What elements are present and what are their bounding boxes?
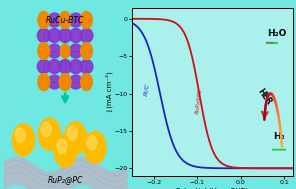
Ellipse shape [69,13,82,27]
Circle shape [67,126,77,140]
Circle shape [57,139,67,154]
Circle shape [41,122,51,137]
Ellipse shape [59,29,72,43]
Circle shape [81,43,92,60]
Circle shape [38,74,50,91]
Circle shape [84,131,106,163]
Text: Pt/C: Pt/C [144,83,150,96]
Ellipse shape [48,75,61,89]
Text: RuCu-BTC: RuCu-BTC [46,16,84,25]
Text: RuP₂@PC: RuP₂@PC [194,88,202,114]
Circle shape [81,12,92,29]
Ellipse shape [37,60,50,74]
Text: H₂O: H₂O [267,29,286,38]
Y-axis label: j (mA cm⁻²): j (mA cm⁻²) [106,71,113,112]
Circle shape [38,118,61,150]
Ellipse shape [80,29,93,43]
Ellipse shape [69,60,82,74]
Ellipse shape [59,60,72,74]
Circle shape [65,122,87,154]
Circle shape [12,124,35,156]
Circle shape [38,12,50,29]
Text: RuP₂@PC: RuP₂@PC [47,175,83,184]
Ellipse shape [80,60,93,74]
Ellipse shape [37,29,50,43]
Ellipse shape [69,44,82,58]
Circle shape [59,12,71,29]
Circle shape [54,135,76,167]
Ellipse shape [69,75,82,89]
Circle shape [60,44,70,58]
X-axis label: Potential (V vs. RHE): Potential (V vs. RHE) [176,187,248,189]
Ellipse shape [48,29,61,43]
Circle shape [38,43,50,60]
Circle shape [81,74,92,91]
Ellipse shape [48,44,61,58]
Ellipse shape [48,13,61,27]
Text: H₂: H₂ [273,132,285,141]
Circle shape [15,128,25,142]
Text: HER: HER [255,88,273,107]
Ellipse shape [69,29,82,43]
Circle shape [87,136,97,150]
Ellipse shape [48,60,61,74]
Circle shape [59,74,71,91]
